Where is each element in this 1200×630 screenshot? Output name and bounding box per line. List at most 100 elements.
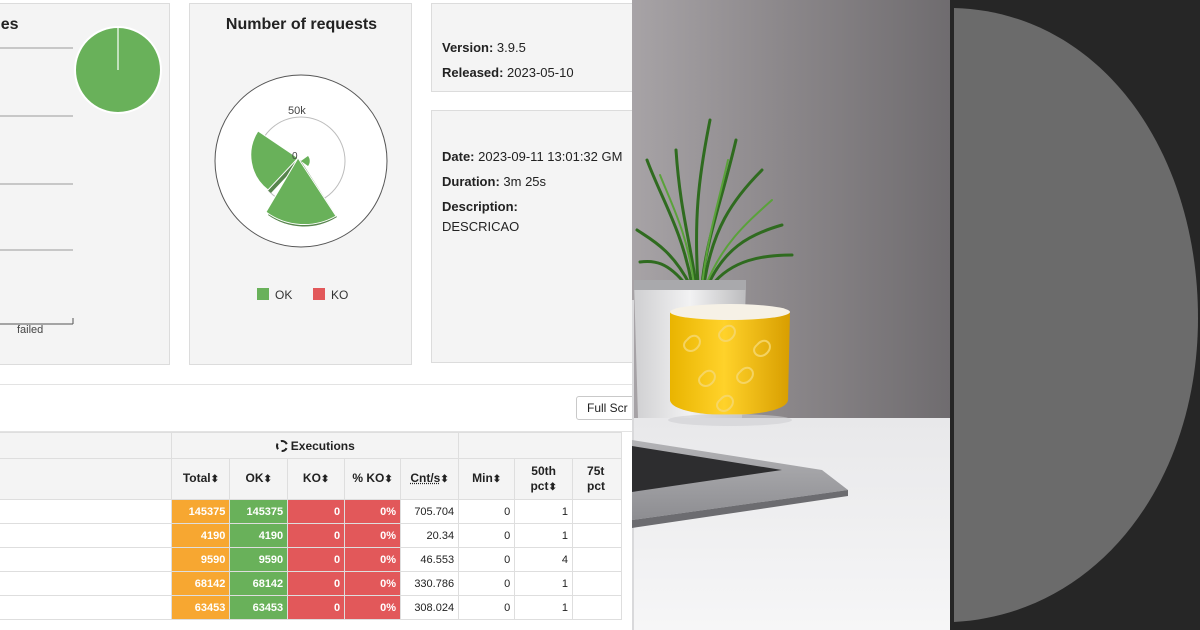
- ok-cell: 68142: [229, 571, 289, 596]
- polar-axis-label: 50k: [288, 105, 306, 117]
- polar-slice-ok: [301, 156, 310, 166]
- number-of-requests-card: Number of requests 50k 0 OK KO: [189, 3, 412, 365]
- request-name-cell: [0, 523, 173, 548]
- ko-cell: 0: [287, 547, 346, 572]
- polar-slice-ok: [265, 157, 337, 225]
- legend-ok-label[interactable]: OK: [275, 288, 293, 302]
- request-name-cell: [0, 595, 173, 620]
- min-cell: 0: [458, 523, 516, 548]
- pko-cell: 0%: [344, 595, 402, 620]
- legend-ko-label[interactable]: KO: [331, 288, 349, 302]
- ok-cell: 4190: [229, 523, 289, 548]
- duration-line: Duration: 3m 25s: [442, 174, 546, 189]
- ok-cell: 63453: [229, 595, 289, 620]
- cnts-cell: 705.704: [400, 499, 460, 524]
- report-panel: ges failed Number of requests 50k 0: [0, 3, 632, 620]
- description-value: DESCRICAO: [442, 219, 520, 234]
- requests-polar-chart: 50k 0: [214, 74, 388, 248]
- p75-column-header[interactable]: 75t pct: [572, 458, 622, 500]
- version-label: Version:: [442, 40, 494, 55]
- p50-cell: 1: [514, 499, 574, 524]
- min-cell: 0: [458, 595, 516, 620]
- table-row[interactable]: 9590 9590 0 0% 46.553 0 4: [0, 547, 622, 572]
- executions-group-header: Executions: [171, 432, 460, 459]
- statistics-table: Executions Total⬍ OK⬍ KO⬍ % KO⬍ Cnt/s⬍ M…: [0, 432, 622, 620]
- ranges-card-title: ges: [0, 16, 19, 33]
- sort-icon: ⬍: [384, 474, 393, 485]
- date-value: 2023-09-11 13:01:32 GM: [478, 149, 623, 164]
- ko-cell: 0: [287, 571, 346, 596]
- polar-center-label: 0: [292, 151, 298, 162]
- pko-cell: 0%: [344, 523, 402, 548]
- min-cell: 0: [458, 499, 516, 524]
- date-line: Date: 2023-09-11 13:01:32 GM: [442, 149, 622, 164]
- ok-cell: 9590: [229, 547, 289, 572]
- run-info-card: Date: 2023-09-11 13:01:32 GM Duration: 3…: [431, 110, 632, 363]
- cnts-cell: 330.786: [400, 571, 460, 596]
- decorative-circle-panel: [950, 0, 1200, 630]
- released-value: 2023-05-10: [507, 65, 574, 80]
- total-cell: 9590: [171, 547, 231, 572]
- cnts-column-header[interactable]: Cnt/s⬍: [400, 458, 460, 500]
- desk-photo-illustration: [632, 0, 950, 630]
- plant-pot-rim: [634, 280, 746, 290]
- pko-cell: 0%: [344, 547, 402, 572]
- pko-cell: 0%: [344, 571, 402, 596]
- p75-cell: [572, 595, 622, 620]
- ok-column-header[interactable]: OK⬍: [229, 458, 289, 500]
- duration-value: 3m 25s: [503, 174, 547, 189]
- pko-column-header[interactable]: % KO⬍: [344, 458, 402, 500]
- table-row[interactable]: 68142 68142 0 0% 330.786 0 1: [0, 571, 622, 596]
- table-row[interactable]: 4190 4190 0 0% 20.34 0 1: [0, 523, 622, 548]
- p50-cell: 4: [514, 547, 574, 572]
- requests-card-title: Number of requests: [225, 16, 378, 33]
- legend-ok-swatch: [257, 288, 269, 300]
- p50-cell: 1: [514, 595, 574, 620]
- total-cell: 4190: [171, 523, 231, 548]
- version-card: Version: 3.9.5 Released: 2023-05-10: [431, 3, 632, 92]
- duration-label: Duration:: [442, 174, 500, 189]
- table-row[interactable]: 145375 145375 0 0% 705.704 0 1: [0, 499, 622, 524]
- total-cell: 68142: [171, 571, 231, 596]
- laptop-edge: [632, 490, 848, 528]
- yellow-mug: [670, 307, 790, 415]
- min-column-header[interactable]: Min⬍: [458, 458, 516, 500]
- executions-icon: [275, 439, 288, 452]
- total-cell: 63453: [171, 595, 231, 620]
- executions-label: Executions: [290, 438, 355, 453]
- cnts-cell: 308.024: [400, 595, 460, 620]
- table-row[interactable]: 63453 63453 0 0% 308.024 0 1: [0, 595, 622, 620]
- sort-icon: ⬍: [320, 474, 330, 485]
- ranges-chart: [0, 26, 162, 325]
- released-line: Released: 2023-05-10: [442, 65, 574, 80]
- p75-cell: [572, 571, 622, 596]
- p50-column-header[interactable]: 50th pct⬍: [514, 458, 574, 500]
- sort-icon: ⬍: [548, 481, 557, 493]
- sort-icon: ⬍: [263, 474, 272, 485]
- sort-icon: ⬍: [440, 474, 449, 485]
- polar-slice-ok: [250, 130, 299, 191]
- total-cell: 145375: [171, 499, 231, 524]
- ko-column-header[interactable]: KO⬍: [287, 458, 346, 500]
- p50-cell: 1: [514, 571, 574, 596]
- mug-shadow: [668, 414, 792, 426]
- mug-pattern: [683, 324, 771, 412]
- pko-cell: 0%: [344, 499, 402, 524]
- desk-photo: [632, 0, 950, 630]
- p75-cell: [572, 499, 622, 524]
- total-column-header[interactable]: Total⬍: [171, 458, 231, 500]
- fullscreen-button[interactable]: Full Scr: [576, 396, 632, 420]
- request-name-cell: [0, 547, 173, 572]
- date-label: Date:: [442, 149, 475, 164]
- version-line: Version: 3.9.5: [442, 40, 526, 55]
- name-column-header[interactable]: [0, 458, 173, 500]
- p50-cell: 1: [514, 523, 574, 548]
- request-name-cell: [0, 571, 173, 596]
- response-time-group-header: [458, 432, 622, 459]
- min-cell: 0: [458, 547, 516, 572]
- cnts-cell: 46.553: [400, 547, 460, 572]
- p75-cell: [572, 523, 622, 548]
- version-value: 3.9.5: [496, 40, 526, 55]
- cnts-cell: 20.34: [400, 523, 460, 548]
- name-group-header: [0, 432, 173, 459]
